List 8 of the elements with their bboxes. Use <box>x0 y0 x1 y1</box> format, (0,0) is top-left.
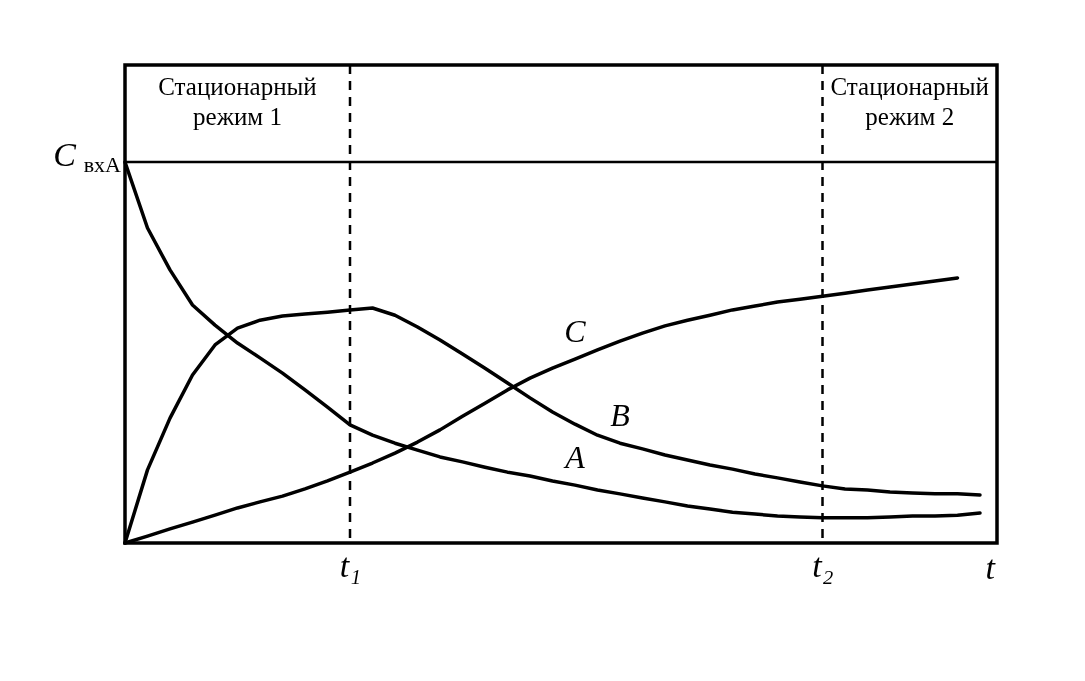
text: Стационарный режим 1 <box>158 73 317 130</box>
x-axis-title: t <box>985 548 997 586</box>
x-tick-label: t₂ <box>812 546 834 584</box>
series-label: A <box>563 439 586 476</box>
series-label: B <box>610 397 630 434</box>
x-tick-label: t₁ <box>339 546 362 584</box>
text: Стационарный режим 2 <box>830 73 989 130</box>
series-label: C <box>564 313 587 350</box>
